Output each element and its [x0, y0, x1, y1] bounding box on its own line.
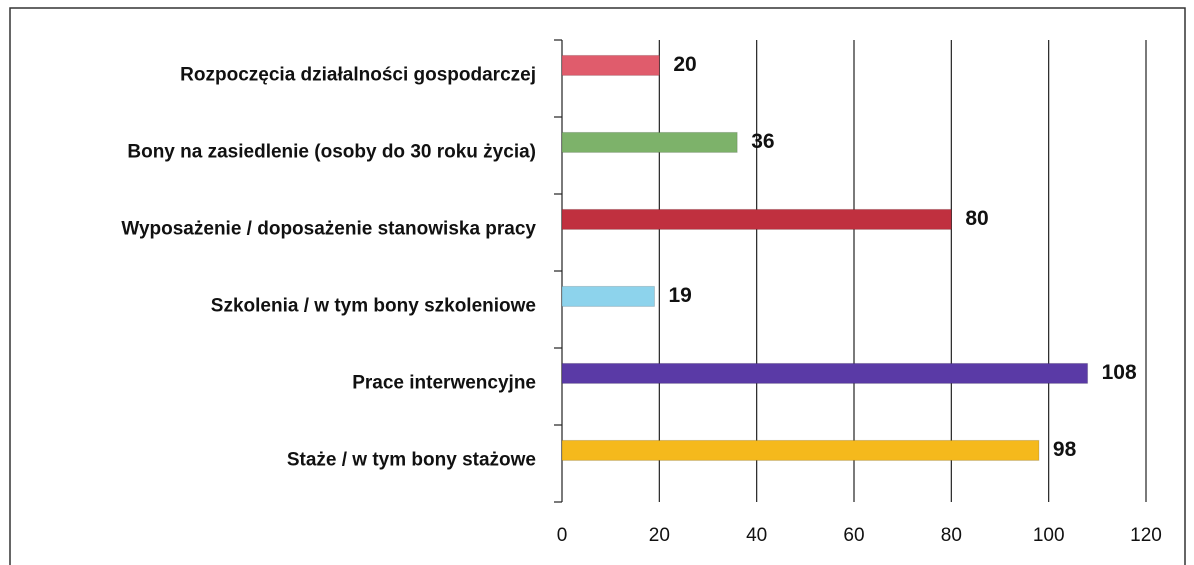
- y-tick-label: Rozpoczęcia działalności gospodarczej: [180, 64, 536, 85]
- y-tick-label: Prace interwencyjne: [352, 372, 536, 393]
- y-tick-label: Bony na zasiedlenie (osoby do 30 roku ży…: [127, 141, 536, 162]
- data-label: 20: [673, 53, 696, 76]
- y-tick-label: Staże / w tym bony stażowe: [287, 449, 536, 470]
- x-tick-label: 100: [1033, 525, 1065, 546]
- data-label: 80: [965, 207, 988, 230]
- bar: [561, 362, 1089, 384]
- x-tick-label: 0: [557, 525, 568, 546]
- x-tick-label: 80: [941, 525, 962, 546]
- bar: [561, 54, 660, 76]
- data-label: 108: [1102, 361, 1137, 384]
- y-tick-label: Szkolenia / w tym bony szkoleniowe: [211, 295, 536, 316]
- x-tick-label: 20: [649, 525, 670, 546]
- x-tick-label: 60: [843, 525, 864, 546]
- bar: [561, 439, 1040, 461]
- x-tick-label: 120: [1130, 525, 1162, 546]
- frame: [9, 7, 1186, 565]
- data-label: 36: [751, 130, 774, 153]
- data-label: 98: [1053, 438, 1077, 461]
- bar: [561, 131, 738, 153]
- bar: [561, 208, 952, 230]
- x-tick-label: 40: [746, 525, 767, 546]
- y-tick-label: Wyposażenie / doposażenie stanowiska pra…: [121, 218, 536, 239]
- bar: [561, 285, 655, 307]
- data-label: 19: [668, 284, 691, 307]
